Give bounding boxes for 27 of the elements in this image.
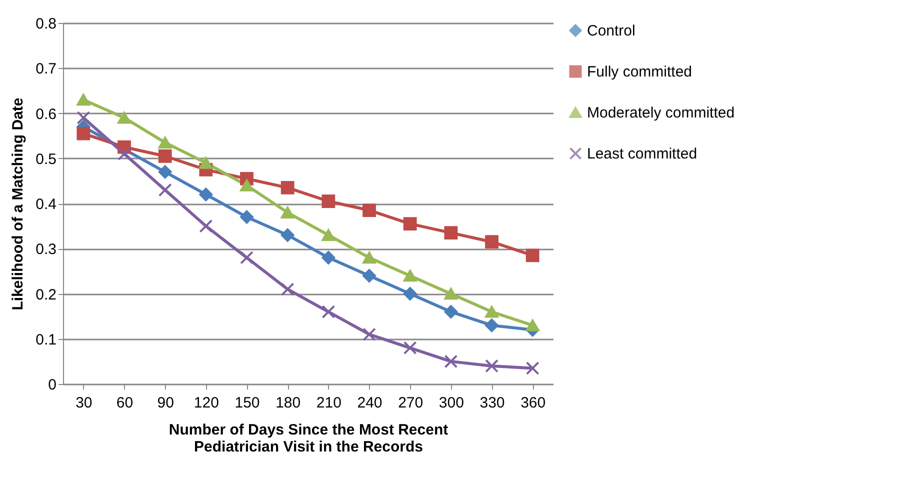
y-tick-label: 0.5 [36, 150, 56, 168]
y-tick-label: 0.1 [36, 331, 56, 348]
y-tick-label: 0.7 [36, 60, 56, 78]
x-tick-label: 150 [234, 394, 260, 412]
x-tick-label: 60 [116, 394, 134, 412]
x-tick-label: 180 [276, 394, 301, 412]
x-tick-label: 120 [194, 394, 219, 412]
y-tick-label: 0.2 [36, 286, 56, 304]
y-tick-label: 0.6 [36, 106, 56, 123]
x-tick-label: 360 [520, 394, 546, 412]
x-tick-label: 90 [157, 394, 174, 412]
y-tick-label: 0 [48, 376, 56, 394]
legend-label: Moderately committed [587, 104, 735, 122]
legend-label: Control [587, 22, 636, 40]
x-tick-label: 300 [438, 394, 464, 412]
x-tick-label: 30 [76, 394, 92, 412]
x-tick-label: 330 [480, 394, 505, 412]
y-tick-label: 0.8 [36, 16, 56, 32]
x-tick-label: 210 [316, 394, 342, 412]
legend-label: Least committed [587, 146, 698, 162]
x-tick-label: 270 [398, 394, 424, 412]
y-axis-title: Likelihood of a Matching Date [10, 98, 27, 310]
y-tick-label: 0.4 [36, 196, 56, 213]
x-axis-title: Number of Days Since the Most Recent Pediatrician Visit in the Records [168, 422, 448, 456]
x-tick-label: 240 [357, 394, 382, 412]
legend-label: Fully committed [587, 64, 692, 80]
y-tick-label: 0.3 [36, 241, 56, 258]
